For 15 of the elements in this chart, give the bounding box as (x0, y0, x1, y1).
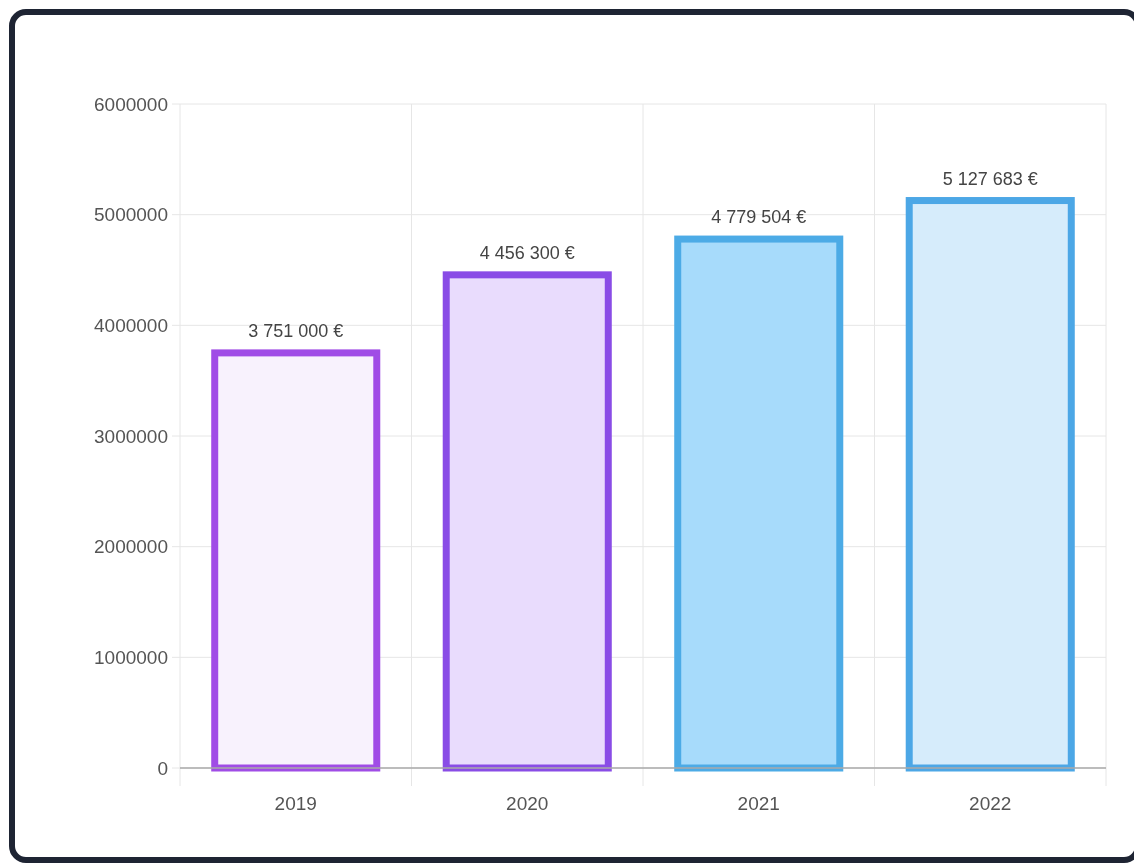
y-tick-label: 5000000 (94, 204, 168, 226)
y-tick-label: 0 (157, 757, 168, 779)
data-label: 3 751 000 € (248, 320, 344, 341)
data-label: 4 779 504 € (711, 207, 807, 228)
x-tick-label: 2019 (274, 793, 317, 814)
y-tick-label: 1000000 (94, 646, 168, 668)
data-label: 5 127 683 € (942, 168, 1038, 189)
y-tick-label: 4000000 (94, 314, 168, 336)
data-label: 4 456 300 € (479, 242, 575, 263)
y-tick-label: 6000000 (94, 93, 168, 115)
y-tick-label: 2000000 (94, 536, 168, 558)
x-tick-label: 2022 (969, 793, 1012, 814)
x-tick-label: 2020 (506, 793, 549, 814)
x-tick-label: 2021 (737, 793, 780, 814)
y-tick-label: 3000000 (94, 425, 168, 447)
